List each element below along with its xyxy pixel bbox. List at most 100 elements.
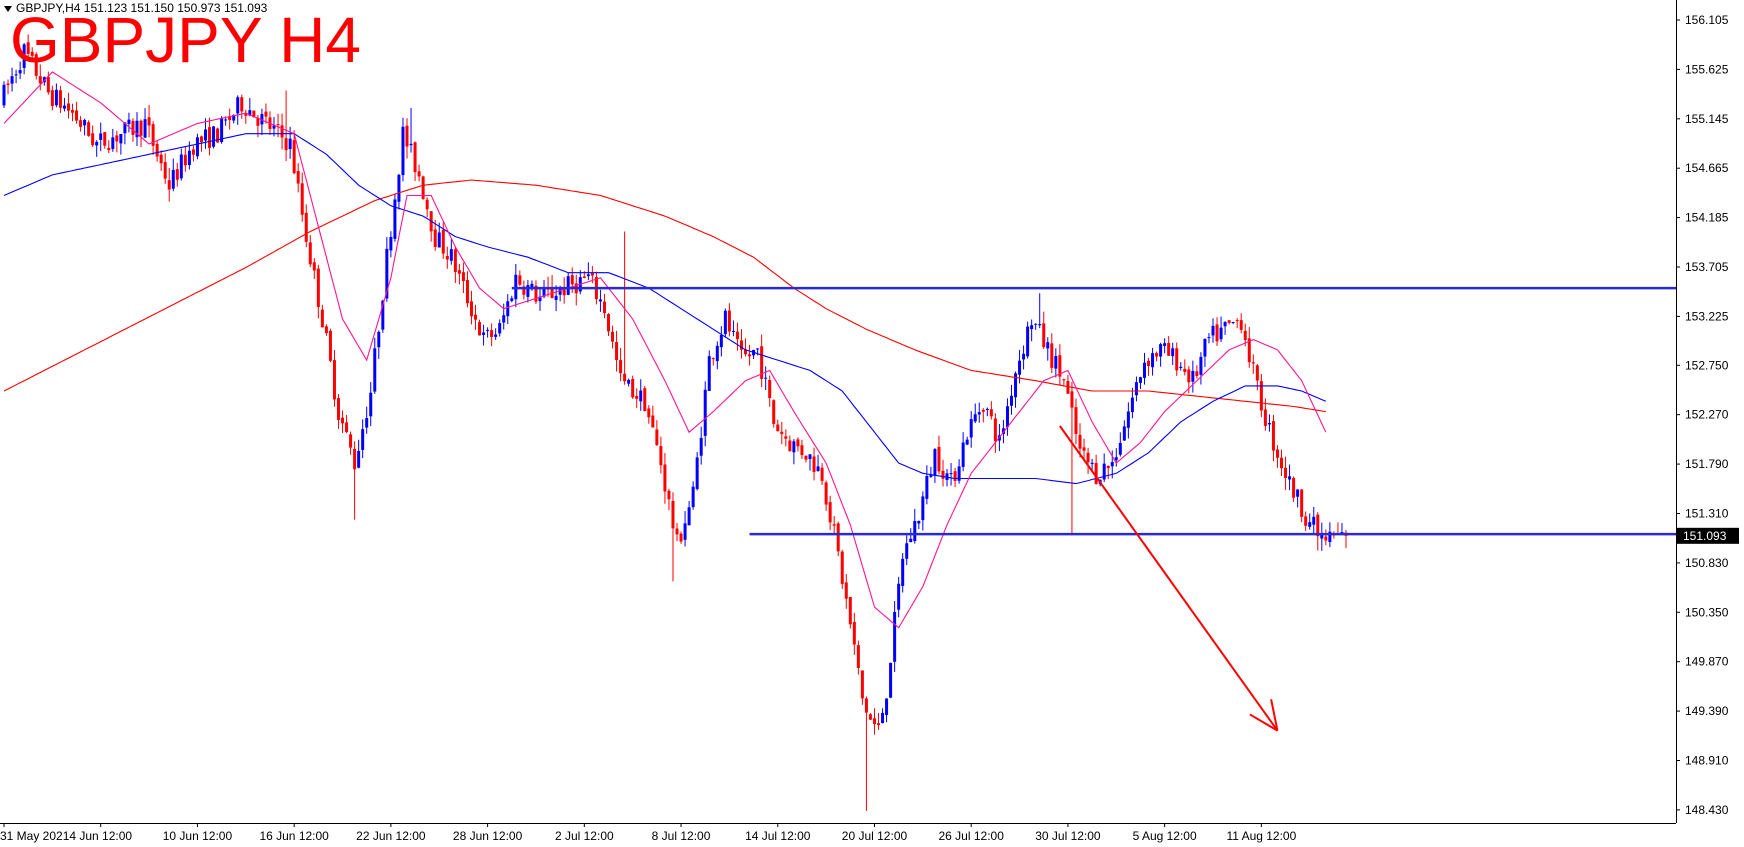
candle-body: [957, 466, 961, 481]
candle-body: [949, 473, 953, 475]
candle-body: [615, 341, 619, 360]
candle-body: [820, 467, 824, 481]
candle-body: [611, 331, 615, 342]
candle-body: [562, 287, 566, 296]
candle-body: [796, 439, 800, 447]
candle-body: [727, 310, 731, 332]
candle-body: [1159, 344, 1163, 357]
candle-body: [816, 466, 820, 472]
y-tick-label: 156.105: [1685, 13, 1729, 27]
candle-body: [905, 543, 909, 559]
x-tick-label: 16 Jun 12:00: [259, 829, 329, 843]
candle-body: [792, 441, 796, 453]
candle-body: [1134, 382, 1138, 396]
candle-body: [687, 507, 691, 526]
candle-body: [1271, 421, 1275, 451]
candle-body: [413, 142, 417, 173]
candle-body: [18, 70, 22, 74]
symbol-info-bar[interactable]: GBPJPY,H4 151.123 151.150 150.973 151.09…: [4, 1, 267, 15]
candle-body: [50, 90, 54, 107]
candle-body: [1187, 369, 1191, 383]
candle-body: [62, 105, 66, 109]
y-tick-label: 148.430: [1685, 803, 1729, 817]
candle-body: [731, 330, 735, 332]
candle-body: [1054, 356, 1058, 369]
candle-body: [683, 523, 687, 540]
candle-body: [969, 419, 973, 438]
candle-body: [167, 180, 171, 190]
candle-body: [316, 268, 320, 308]
candle-body: [143, 119, 147, 138]
candle-body: [91, 133, 95, 146]
candle-body: [449, 249, 453, 261]
x-tick-label: 8 Jul 12:00: [652, 829, 711, 843]
candle-body: [345, 422, 349, 433]
candle-body: [973, 414, 977, 422]
candle-body: [490, 330, 494, 337]
candle-body: [824, 482, 828, 505]
candle-body: [917, 520, 921, 524]
y-tick-label: 149.870: [1685, 655, 1729, 669]
candle-body: [1050, 343, 1054, 368]
candle-body: [1062, 379, 1066, 381]
candle-body: [1155, 353, 1159, 357]
candle-body: [647, 408, 651, 418]
y-tick-label: 155.625: [1685, 62, 1729, 76]
candle-body: [183, 154, 187, 166]
candle-body: [663, 464, 667, 492]
candle-body: [707, 356, 711, 391]
candle-body: [965, 439, 969, 445]
candle-body: [719, 335, 723, 348]
candle-body: [977, 412, 981, 415]
candle-body: [703, 389, 707, 436]
candle-body: [768, 379, 772, 399]
candle-body: [58, 90, 62, 108]
candle-body: [933, 449, 937, 476]
candle-body: [953, 471, 957, 481]
candle-body: [71, 109, 75, 113]
candle-body: [1340, 532, 1344, 534]
candle-body: [99, 133, 103, 140]
candle-body: [139, 120, 143, 136]
y-tick-label: 151.310: [1685, 506, 1729, 520]
candle-body: [107, 147, 111, 151]
candle-body: [590, 273, 594, 276]
candle-body: [643, 388, 647, 411]
candle-body: [655, 429, 659, 445]
candle-body: [135, 120, 139, 138]
candle-body: [848, 596, 852, 625]
y-tick-label: 150.350: [1685, 605, 1729, 619]
candle-body: [224, 119, 228, 121]
candle-body: [1142, 362, 1146, 378]
candle-body: [1110, 462, 1114, 467]
candle-body: [6, 83, 10, 85]
arrow-shaft: [1059, 425, 1279, 732]
y-tick-label: 152.270: [1685, 408, 1729, 422]
candle-body: [1251, 362, 1255, 364]
candle-body: [1243, 330, 1247, 340]
y-tick-label: 151.790: [1685, 457, 1729, 471]
candle-body: [961, 442, 965, 467]
candle-body: [1126, 411, 1130, 428]
y-tick-label: 154.665: [1685, 161, 1729, 175]
candle-body: [1300, 489, 1304, 517]
candle-body: [784, 436, 788, 439]
candle-body: [353, 448, 357, 470]
moving-averages: [3, 71, 1327, 629]
candle-body: [284, 138, 288, 151]
candle-body: [397, 174, 401, 202]
candle-body: [635, 395, 639, 399]
candle-body: [373, 348, 377, 392]
candle-body: [1046, 342, 1050, 349]
candle-body: [554, 295, 558, 301]
candle-body: [369, 392, 373, 417]
candle-body: [75, 110, 79, 121]
candle-body: [558, 288, 562, 295]
candle-body: [1010, 395, 1013, 406]
candle-body: [715, 345, 719, 362]
dropdown-triangle-icon[interactable]: [4, 5, 12, 12]
candle-body: [1183, 368, 1187, 372]
candle-body: [288, 138, 292, 150]
candle-body: [1199, 356, 1203, 375]
candle-body: [800, 445, 804, 456]
